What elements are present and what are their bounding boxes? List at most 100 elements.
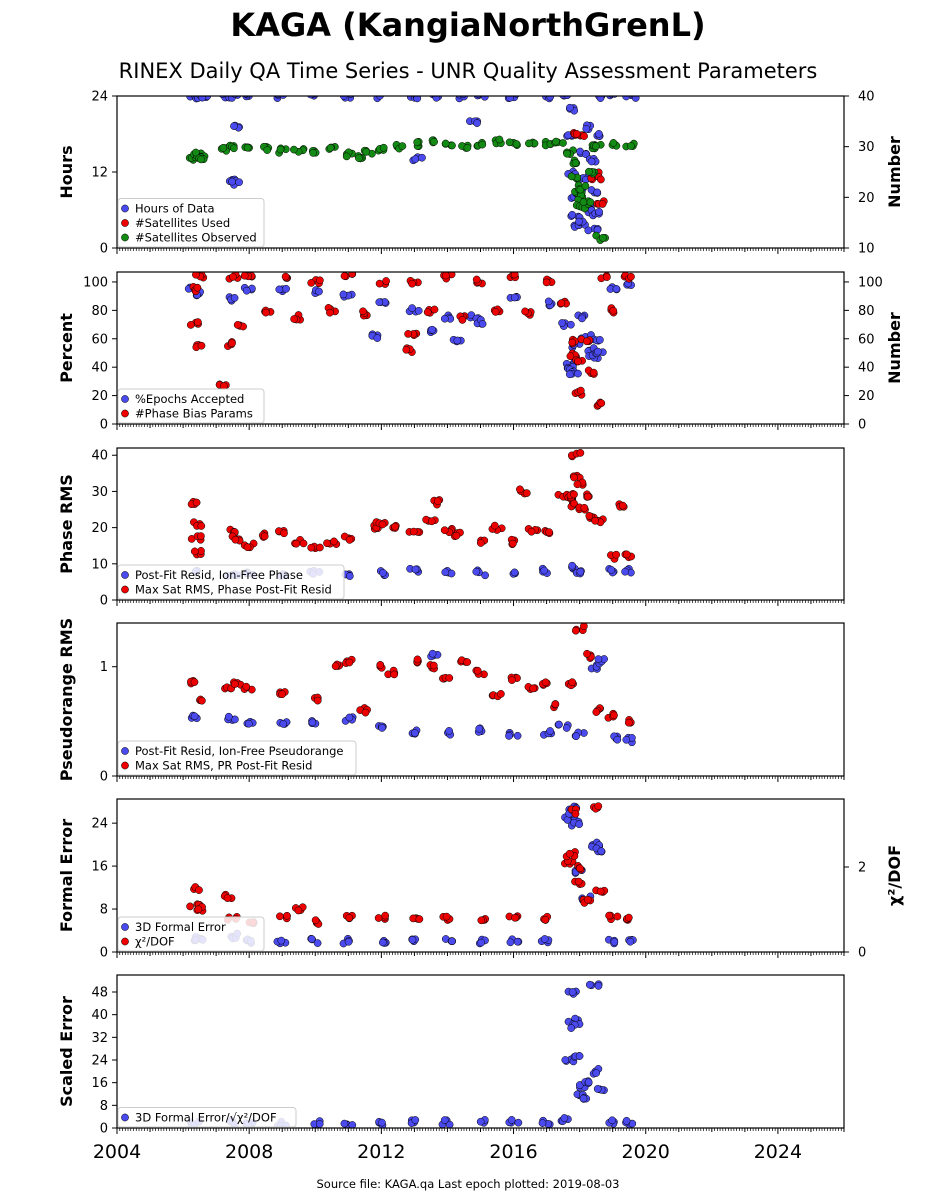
data-point [359,307,367,316]
y2-axis-label: Number [885,312,904,384]
data-point [624,913,633,922]
legend-label: Post-Fit Resid, Ion-Free Pseudorange [135,744,343,758]
plot-area [184,272,635,410]
legend-marker [121,761,129,770]
data-point [230,144,238,153]
data-point [398,142,407,150]
data-point [345,914,354,922]
y-tick-label: 0 [100,946,108,961]
data-point [440,314,449,323]
data-point [445,1120,454,1128]
data-point [510,293,519,302]
data-point [622,550,631,559]
data-point [316,543,324,552]
data-point [506,96,514,102]
data-point [331,662,340,671]
y-tick-label: 100 [83,275,108,290]
data-point [330,537,338,546]
data-point [228,339,236,348]
data-point [430,305,439,314]
plot-area [185,96,640,244]
data-point [413,655,422,664]
data-point [294,906,303,915]
data-point [191,148,200,157]
legend-marker [121,923,129,931]
data-point [508,676,516,684]
data-point [192,498,201,507]
data-point [474,96,482,98]
data-point [567,320,575,329]
data-point [558,319,566,327]
data-point [404,330,412,338]
data-point [626,937,635,946]
data-point [563,96,571,100]
y2-tick-label: 60 [858,332,875,347]
data-point [279,720,288,728]
data-point [579,1094,588,1103]
legend: Hours of Data#Satellites Used#Satellites… [117,198,265,248]
data-point [495,135,504,144]
data-point [480,96,489,101]
data-point [345,713,354,722]
data-point [376,661,385,669]
y-tick-label: 24 [91,817,108,832]
y-axis-label: Hours [57,145,76,198]
data-point [513,937,522,946]
data-point [571,159,580,167]
y-tick-label: 12 [91,166,108,181]
data-point [408,279,416,288]
data-point [527,527,536,536]
legend-marker [121,571,129,579]
data-point [565,370,574,379]
data-point [597,847,606,856]
data-point [242,682,251,691]
data-point [582,124,591,133]
data-point [198,696,206,705]
data-point [568,561,577,570]
data-point [541,678,550,687]
data-point [570,499,578,508]
data-point [514,1118,523,1127]
data-point [242,286,251,295]
data-point [307,96,315,99]
y-tick-label: 8 [100,903,108,918]
data-point [478,140,487,149]
data-point [568,210,577,219]
data-point [316,276,324,285]
data-point [583,895,592,904]
plot-area [187,623,636,747]
y-tick-label: 80 [91,304,108,319]
x-tick-label: 2024 [754,1141,802,1163]
data-point [570,473,578,482]
legend-box [117,740,357,776]
data-point [574,369,582,378]
data-point [560,1114,569,1122]
data-point [194,318,202,326]
data-point [429,661,438,670]
data-point [546,96,555,101]
data-point [510,272,519,279]
data-point [557,299,566,307]
data-point [573,480,582,489]
data-point [566,352,575,361]
x-tick-label: 2004 [93,1141,141,1163]
data-point [186,902,194,911]
data-point [525,139,533,148]
data-point [307,935,316,943]
data-point [580,503,589,512]
data-point [326,143,335,152]
data-point [597,175,605,184]
data-point [411,729,419,737]
data-point [378,1118,386,1127]
legend-label: 3D Formal Error [135,920,226,934]
legend-marker [121,1113,129,1122]
data-point [575,820,584,829]
data-point [555,720,563,729]
y2-axis-label: χ²/DOF [885,845,904,906]
data-point [603,273,611,281]
data-point [562,724,571,732]
data-point [481,571,489,580]
y-tick-label: 40 [91,1008,108,1023]
x-tick-label: 2008 [225,1141,273,1163]
